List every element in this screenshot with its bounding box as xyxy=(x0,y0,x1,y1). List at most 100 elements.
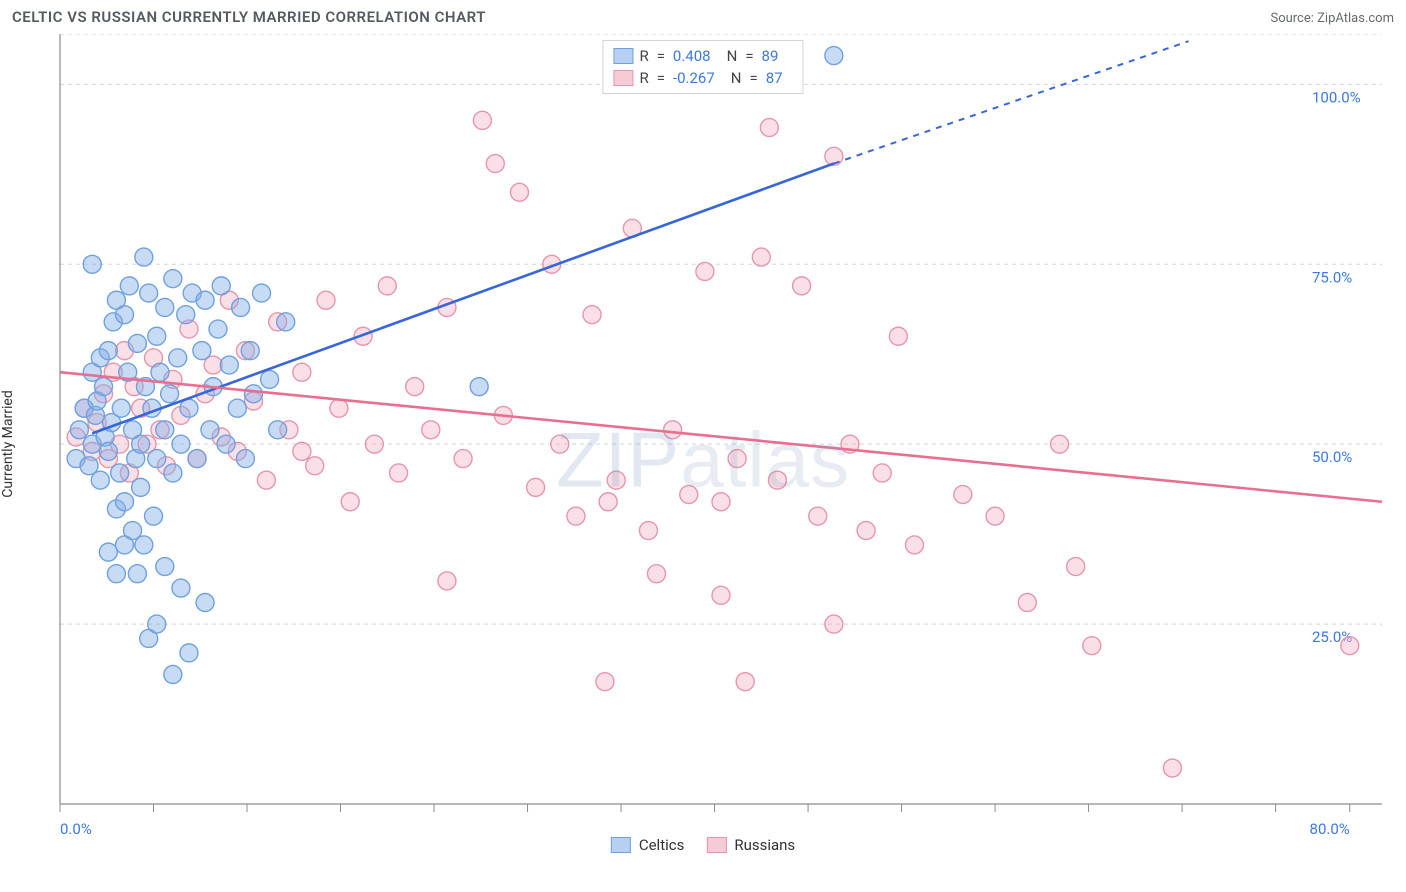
data-point xyxy=(196,291,214,309)
data-point xyxy=(115,306,133,324)
data-point xyxy=(99,442,117,460)
data-point xyxy=(1018,594,1036,612)
data-point xyxy=(112,399,130,417)
data-point xyxy=(83,255,101,273)
data-point xyxy=(135,248,153,266)
data-point xyxy=(148,327,166,345)
data-point xyxy=(760,119,778,137)
r-label-2: R xyxy=(639,67,648,89)
data-point xyxy=(664,421,682,439)
data-point xyxy=(212,277,230,295)
data-point xyxy=(905,536,923,554)
data-point xyxy=(196,594,214,612)
data-point xyxy=(306,457,324,475)
data-point xyxy=(1051,435,1069,453)
data-point xyxy=(132,435,150,453)
legend-row-celtics: R = 0.408 N = 89 xyxy=(613,45,792,67)
source-attribution: Source: ZipAtlas.com xyxy=(1270,11,1394,26)
data-point xyxy=(1341,637,1359,655)
correlation-legend: R = 0.408 N = 89 R = -0.267 N = 87 xyxy=(602,40,803,94)
data-point xyxy=(986,507,1004,525)
data-point xyxy=(217,435,235,453)
x-tick-label: 80.0% xyxy=(1310,820,1350,838)
data-point xyxy=(172,579,190,597)
data-point xyxy=(140,284,158,302)
r-value-russians: -0.267 xyxy=(673,67,715,89)
data-point xyxy=(639,522,657,540)
r-value-celtics: 0.408 xyxy=(673,45,711,67)
data-point xyxy=(648,565,666,583)
data-point xyxy=(111,464,129,482)
data-point xyxy=(378,277,396,295)
data-point xyxy=(180,399,198,417)
data-point xyxy=(201,421,219,439)
data-point xyxy=(164,270,182,288)
legend-label-russians: Russians xyxy=(734,836,795,854)
data-point xyxy=(128,334,146,352)
data-point xyxy=(1083,637,1101,655)
data-point xyxy=(438,572,456,590)
data-point xyxy=(330,399,348,417)
n-value-russians: 87 xyxy=(766,67,783,89)
data-point xyxy=(712,493,730,511)
data-point xyxy=(107,565,125,583)
data-point xyxy=(70,421,88,439)
data-point xyxy=(954,486,972,504)
data-point xyxy=(269,421,287,439)
source-name: ZipAtlas.com xyxy=(1317,11,1394,26)
data-point xyxy=(241,342,259,360)
data-point xyxy=(148,450,166,468)
swatch-pink-icon xyxy=(613,70,633,86)
data-point xyxy=(209,320,227,338)
data-point xyxy=(99,342,117,360)
legend-item-celtics: Celtics xyxy=(611,836,685,854)
data-point xyxy=(317,291,335,309)
data-point xyxy=(857,522,875,540)
data-point xyxy=(889,327,907,345)
legend-row-russians: R = -0.267 N = 87 xyxy=(613,67,792,89)
data-point xyxy=(156,298,174,316)
data-point xyxy=(473,111,491,129)
swatch-blue-icon xyxy=(613,48,633,64)
eq-label-2: = xyxy=(745,45,753,67)
data-point xyxy=(341,493,359,511)
y-tick-label: 100.0% xyxy=(1312,88,1361,106)
data-point xyxy=(793,277,811,295)
data-point xyxy=(164,464,182,482)
data-point xyxy=(551,435,569,453)
data-point xyxy=(244,385,262,403)
data-point xyxy=(228,399,246,417)
x-tick-label: 0.0% xyxy=(60,820,92,838)
n-label: N xyxy=(727,45,738,67)
data-point xyxy=(596,673,614,691)
data-point xyxy=(567,507,585,525)
data-point xyxy=(599,493,617,511)
data-point xyxy=(696,262,714,280)
y-tick-label: 50.0% xyxy=(1312,448,1352,466)
data-point xyxy=(169,349,187,367)
swatch-blue-icon xyxy=(611,837,631,853)
data-point xyxy=(680,486,698,504)
data-point xyxy=(293,363,311,381)
data-point xyxy=(95,378,113,396)
swatch-pink-icon xyxy=(706,837,726,853)
data-point xyxy=(193,342,211,360)
data-point xyxy=(607,471,625,489)
eq-label-3: = xyxy=(657,67,665,89)
data-point xyxy=(156,558,174,576)
data-point xyxy=(486,155,504,173)
data-point xyxy=(736,673,754,691)
data-point xyxy=(510,183,528,201)
data-point xyxy=(135,536,153,554)
r-label: R xyxy=(639,45,648,67)
chart-title: CELTIC VS RUSSIAN CURRENTLY MARRIED CORR… xyxy=(12,8,486,26)
data-point xyxy=(188,450,206,468)
eq-label: = xyxy=(657,45,665,67)
data-point xyxy=(232,298,250,316)
data-point xyxy=(1067,558,1085,576)
data-point xyxy=(120,277,138,295)
data-point xyxy=(91,471,109,489)
data-point xyxy=(220,356,238,374)
data-point xyxy=(257,471,275,489)
n-label-2: N xyxy=(731,67,742,89)
